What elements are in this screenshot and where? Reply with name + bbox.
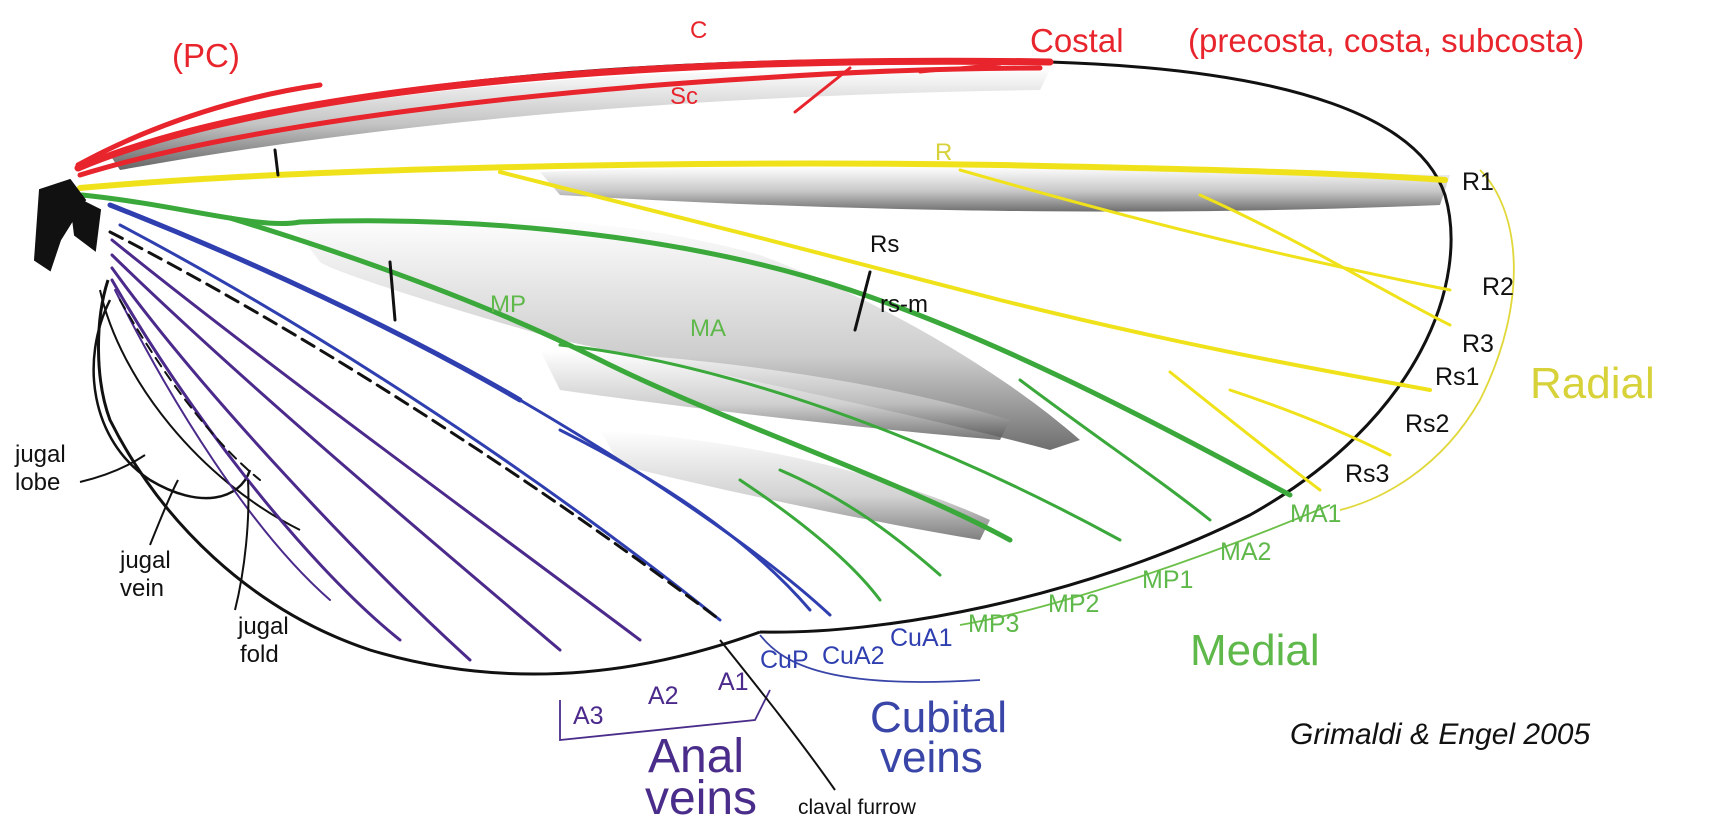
black-structures (33, 148, 872, 622)
tip-mp3-label: MP3 (968, 610, 1019, 638)
vein-rs (498, 170, 1432, 392)
tip-rs3-label: Rs3 (1345, 460, 1389, 488)
vein-a1 (110, 238, 642, 642)
vein-ma2 (1018, 378, 1212, 522)
shade-radial-cell (540, 166, 1450, 212)
jugal-lobe-label-1: jugal (14, 441, 66, 468)
bracket-cubital (759, 634, 981, 683)
tip-a2-label: A2 (648, 682, 679, 710)
bracket-radial (1339, 169, 1515, 511)
vein-rs2 (1228, 388, 1392, 457)
tip-mp1-label: MP1 (1142, 566, 1193, 594)
cubital-group-label-1: Cubital (870, 693, 1007, 742)
vein-a4 (110, 278, 402, 642)
vein-mp (227, 215, 1013, 543)
vein-cua1 (558, 428, 812, 612)
vein-mp-label: MP (490, 291, 526, 318)
jugal-fold-line (119, 299, 261, 481)
tip-a3-label: A3 (573, 702, 604, 730)
radial-group-label: Radial (1530, 359, 1655, 408)
cubital-group-label-2: veins (880, 733, 983, 782)
leader-jugal-fold (234, 479, 250, 611)
tip-cua1-label: CuA1 (890, 624, 953, 652)
tip-mp2-label: MP2 (1048, 590, 1099, 618)
vein-r3 (1198, 193, 1452, 327)
costal-veins (74, 57, 1054, 178)
tip-cup-label: CuP (760, 646, 809, 674)
vein-mp1 (558, 343, 1122, 542)
vein-cup (118, 223, 722, 622)
vein-m-stem (79, 192, 303, 227)
vein-cu-stem (107, 202, 523, 403)
costal-group-label: Costal (1030, 22, 1124, 59)
vein-r (77, 160, 1448, 191)
vein-r2 (958, 168, 1452, 292)
tip-r2-label: R2 (1482, 273, 1514, 301)
leader-claval-furrow (719, 639, 836, 791)
shade-medial-cell (600, 430, 990, 540)
tip-rs2-label: Rs2 (1405, 410, 1449, 438)
cubital-veins (107, 202, 832, 622)
claval-furrow-line (108, 230, 722, 622)
jugal-lobe-label-2: lobe (15, 469, 60, 496)
pc-label: (PC) (172, 37, 240, 74)
tip-rs1-label: Rs1 (1435, 363, 1479, 391)
jugal-fold-label-2: fold (240, 641, 279, 668)
outline-jugal-lobe (92, 299, 252, 500)
vein-pc (75, 82, 323, 168)
vein-c-label: C (690, 17, 707, 44)
vein-c (74, 57, 1054, 172)
annotation-leaders (79, 454, 836, 791)
credit-text: Grimaldi & Engel 2005 (1290, 718, 1590, 751)
medial-group-label: Medial (1190, 626, 1320, 675)
anal-group-label-2: veins (645, 772, 757, 824)
leader-jugal-vein (149, 479, 179, 546)
crossvein-m-cu (388, 260, 397, 322)
wing-base-sclerites (33, 178, 102, 272)
shade-costal-cell (110, 68, 1050, 170)
tip-r3-label: R3 (1462, 330, 1494, 358)
medial-veins (79, 192, 1293, 602)
costal-subtitle-label: (precosta, costa, subcosta) (1188, 22, 1584, 59)
crossvein-rs-m (853, 270, 872, 332)
vein-sc-cross1 (793, 66, 852, 114)
anal-group-label-1: Anal (648, 730, 744, 783)
jugal-vein-label-2: vein (120, 575, 164, 602)
vein-rs3 (1168, 370, 1322, 492)
jugal-fold-label-1: jugal (237, 613, 289, 640)
tip-a1-label: A1 (718, 668, 749, 696)
vein-r-label: R (935, 139, 952, 166)
anal-veins (110, 238, 642, 662)
vein-a2 (110, 253, 562, 652)
outline-rear-inner (99, 289, 301, 531)
tip-r1-label: R1 (1462, 168, 1494, 196)
radial-veins (77, 160, 1452, 492)
tip-cua2-label: CuA2 (822, 642, 885, 670)
crossvein-rs-m-label: rs-m (880, 291, 928, 318)
vein-ma-label: MA (690, 315, 726, 342)
vein-rs-label: Rs (870, 231, 899, 258)
vein-mp3 (738, 478, 882, 602)
vein-mp2 (778, 468, 942, 577)
humeral-crossvein (273, 148, 280, 177)
vein-sc-label: Sc (670, 83, 698, 110)
vein-a5 (114, 289, 331, 601)
vein-a3 (110, 266, 472, 662)
vein-ma (297, 218, 1293, 498)
jugal-vein-label-1: jugal (119, 547, 171, 574)
tip-ma2-label: MA2 (1220, 538, 1271, 566)
group-brackets (559, 169, 1515, 741)
tip-ma1-label: MA1 (1290, 500, 1341, 528)
shade-ma-cell (540, 350, 1010, 440)
bracket-anal (559, 689, 771, 741)
membrane-shading (110, 68, 1450, 540)
outline-rear-margin (97, 279, 761, 676)
vein-sc-cross2 (918, 62, 1002, 74)
claval-furrow-label: claval furrow (798, 796, 917, 819)
bracket-medial (959, 504, 1331, 626)
leader-jugal-lobe (79, 454, 146, 483)
